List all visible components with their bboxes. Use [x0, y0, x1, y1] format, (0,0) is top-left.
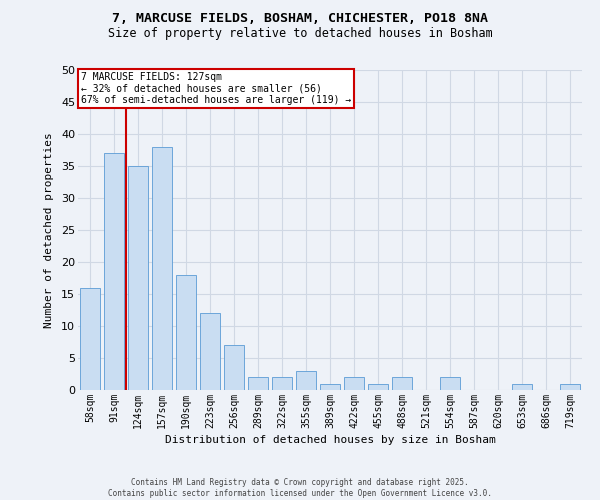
Y-axis label: Number of detached properties: Number of detached properties — [44, 132, 54, 328]
X-axis label: Distribution of detached houses by size in Bosham: Distribution of detached houses by size … — [164, 435, 496, 445]
Bar — [224, 345, 244, 390]
Text: Size of property relative to detached houses in Bosham: Size of property relative to detached ho… — [107, 28, 493, 40]
Bar — [272, 377, 292, 390]
Bar — [368, 384, 388, 390]
Text: 7 MARCUSE FIELDS: 127sqm
← 32% of detached houses are smaller (56)
67% of semi-d: 7 MARCUSE FIELDS: 127sqm ← 32% of detach… — [80, 72, 351, 105]
Bar — [440, 377, 460, 390]
Bar — [104, 153, 124, 390]
Bar — [296, 371, 316, 390]
Bar — [512, 384, 532, 390]
Bar — [248, 377, 268, 390]
Text: Contains HM Land Registry data © Crown copyright and database right 2025.
Contai: Contains HM Land Registry data © Crown c… — [108, 478, 492, 498]
Bar — [152, 147, 172, 390]
Bar — [176, 275, 196, 390]
Bar — [80, 288, 100, 390]
Text: 7, MARCUSE FIELDS, BOSHAM, CHICHESTER, PO18 8NA: 7, MARCUSE FIELDS, BOSHAM, CHICHESTER, P… — [112, 12, 488, 26]
Bar — [320, 384, 340, 390]
Bar — [344, 377, 364, 390]
Bar — [128, 166, 148, 390]
Bar — [392, 377, 412, 390]
Bar — [560, 384, 580, 390]
Bar — [200, 313, 220, 390]
